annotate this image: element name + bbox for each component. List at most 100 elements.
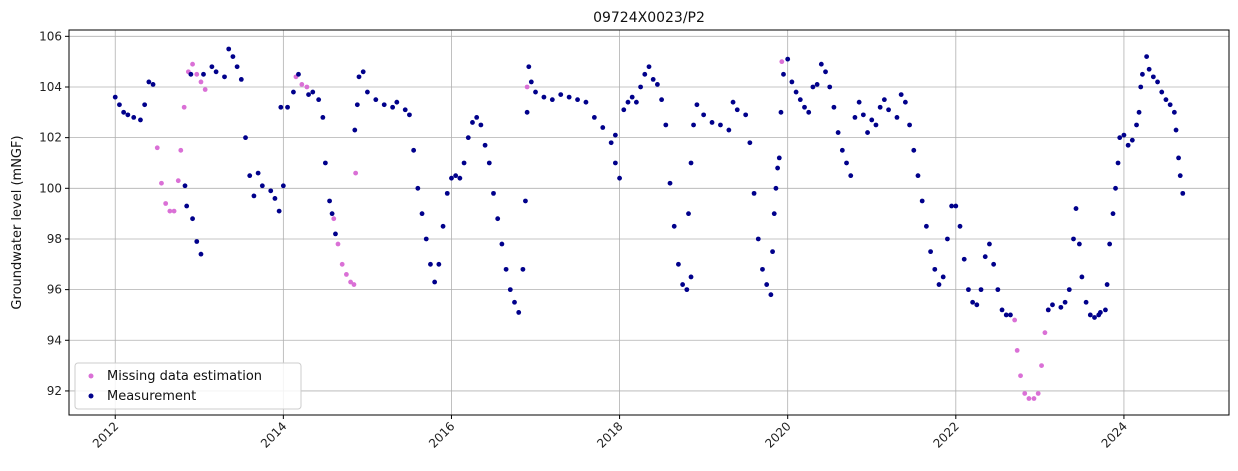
data-point	[202, 87, 208, 92]
data-point	[617, 175, 622, 181]
data-point	[848, 173, 854, 179]
data-point	[495, 216, 501, 222]
data-point	[296, 71, 301, 77]
data-point	[209, 64, 215, 70]
data-point	[974, 302, 980, 308]
data-point	[1026, 396, 1032, 401]
data-point	[844, 160, 849, 166]
data-point	[1177, 173, 1183, 179]
data-point	[953, 203, 959, 209]
data-point	[121, 109, 127, 115]
data-point	[255, 170, 261, 176]
data-point	[1008, 312, 1013, 318]
data-point	[1144, 54, 1150, 59]
data-point	[936, 282, 942, 287]
data-point	[1167, 102, 1173, 108]
data-point	[575, 97, 580, 103]
data-point	[333, 231, 338, 237]
data-point	[247, 173, 253, 179]
data-point	[1022, 391, 1028, 396]
data-point	[802, 104, 807, 110]
data-point	[785, 56, 791, 62]
data-point	[1079, 274, 1085, 280]
data-point	[764, 282, 770, 287]
x-axis: 2012 2014 2016 2018 2020 2022 2024	[90, 415, 1130, 451]
data-point	[881, 97, 887, 103]
data-point	[528, 79, 534, 85]
data-point	[773, 185, 779, 191]
data-point	[776, 155, 782, 161]
data-point	[1171, 109, 1177, 115]
data-point	[304, 84, 310, 90]
data-point	[1012, 317, 1018, 323]
data-point	[755, 236, 761, 242]
data-point	[1125, 142, 1131, 148]
data-point	[243, 135, 248, 141]
data-point	[1066, 287, 1072, 293]
series-missing-data-estimation	[154, 59, 1051, 401]
data-point	[1107, 241, 1113, 247]
data-point	[178, 147, 184, 153]
data-point	[1071, 236, 1076, 242]
data-point	[902, 99, 908, 105]
data-point	[491, 190, 496, 196]
chart-title: 09724X0023/P2	[593, 10, 705, 26]
data-point	[198, 79, 204, 85]
data-point	[146, 79, 152, 85]
data-point	[125, 112, 131, 118]
data-point	[238, 76, 244, 82]
y-tick-label: 96	[47, 283, 62, 297]
data-point	[1031, 396, 1037, 401]
x-tick-label: 2012	[90, 419, 121, 450]
data-point	[310, 89, 316, 95]
data-point	[865, 130, 870, 135]
data-point	[419, 211, 425, 217]
data-point	[676, 261, 681, 267]
data-point	[432, 279, 438, 285]
data-point	[730, 99, 736, 105]
data-point	[1136, 109, 1142, 115]
data-point	[411, 147, 417, 153]
data-point	[524, 109, 530, 115]
data-point	[823, 69, 828, 75]
data-point	[348, 279, 353, 285]
data-point	[558, 92, 564, 97]
x-tick-label: 2016	[426, 419, 457, 450]
x-tick-label: 2018	[594, 419, 625, 450]
data-point	[354, 102, 360, 108]
y-tick-label: 102	[39, 131, 62, 145]
data-point	[1076, 241, 1082, 247]
data-point	[461, 160, 467, 166]
data-point	[291, 89, 296, 95]
data-point	[919, 198, 925, 204]
data-point	[343, 272, 349, 277]
data-point	[351, 282, 357, 287]
data-point	[751, 190, 757, 196]
data-point	[1117, 135, 1123, 141]
data-point	[633, 99, 639, 105]
data-point	[474, 114, 480, 120]
data-point	[251, 193, 257, 199]
data-point	[465, 135, 471, 141]
data-point	[175, 178, 181, 184]
data-point	[1035, 391, 1041, 396]
data-point	[541, 94, 547, 100]
data-point	[932, 266, 938, 272]
data-point	[226, 46, 232, 52]
data-point	[150, 82, 156, 87]
data-point	[686, 211, 691, 217]
data-point	[1018, 373, 1023, 379]
data-point	[1121, 132, 1127, 138]
data-point	[278, 104, 284, 110]
plot-frame	[68, 29, 1230, 416]
grid-lines	[69, 30, 1229, 415]
data-point	[970, 299, 976, 305]
data-point	[961, 256, 967, 262]
data-point	[691, 122, 696, 128]
data-point	[957, 223, 963, 229]
data-point	[612, 160, 618, 166]
data-point	[760, 266, 765, 272]
data-point	[507, 287, 513, 293]
data-point	[694, 102, 700, 108]
data-point	[526, 64, 532, 70]
